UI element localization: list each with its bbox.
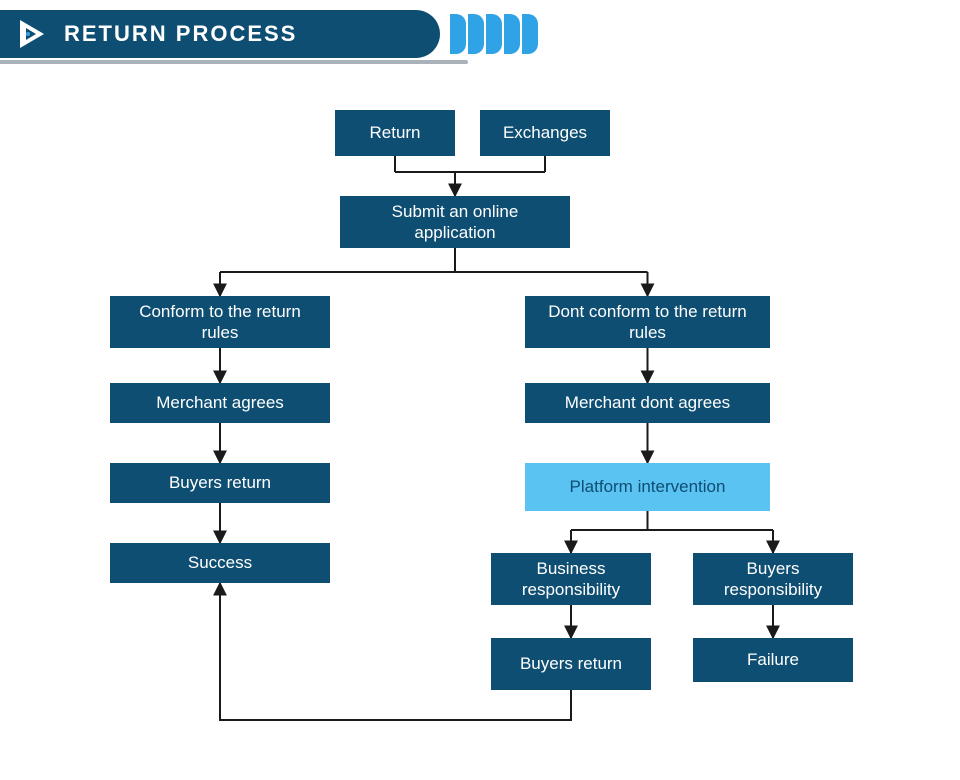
flow-node-buyers1: Buyers return — [110, 463, 330, 503]
flow-node-platform: Platform intervention — [525, 463, 770, 511]
flow-node-dontconform: Dont conform to the return rules — [525, 296, 770, 348]
header-stripe — [468, 14, 484, 54]
play-arrow-icon — [14, 16, 50, 52]
header-underline — [0, 60, 468, 64]
flow-node-buyers2: Buyers return — [491, 638, 651, 690]
header-stripe — [522, 14, 538, 54]
header-stripe — [486, 14, 502, 54]
header-title: RETURN PROCESS — [64, 21, 297, 47]
flow-node-exchanges: Exchanges — [480, 110, 610, 156]
header-stripes — [450, 14, 538, 54]
header-stripe — [450, 14, 466, 54]
flow-node-submit: Submit an online application — [340, 196, 570, 248]
flow-node-success: Success — [110, 543, 330, 583]
flow-node-magrees: Merchant agrees — [110, 383, 330, 423]
flow-node-buyresp: Buyers responsibility — [693, 553, 853, 605]
flow-node-conform: Conform to the return rules — [110, 296, 330, 348]
header-bar: RETURN PROCESS — [0, 10, 440, 58]
header: RETURN PROCESS — [0, 10, 440, 58]
flow-node-mdont: Merchant dont agrees — [525, 383, 770, 423]
header-stripe — [504, 14, 520, 54]
flow-node-failure: Failure — [693, 638, 853, 682]
flow-node-return: Return — [335, 110, 455, 156]
flowchart-canvas: Return Exchanges Submit an online applicat… — [0, 100, 960, 780]
flow-node-bizresp: Business responsibility — [491, 553, 651, 605]
